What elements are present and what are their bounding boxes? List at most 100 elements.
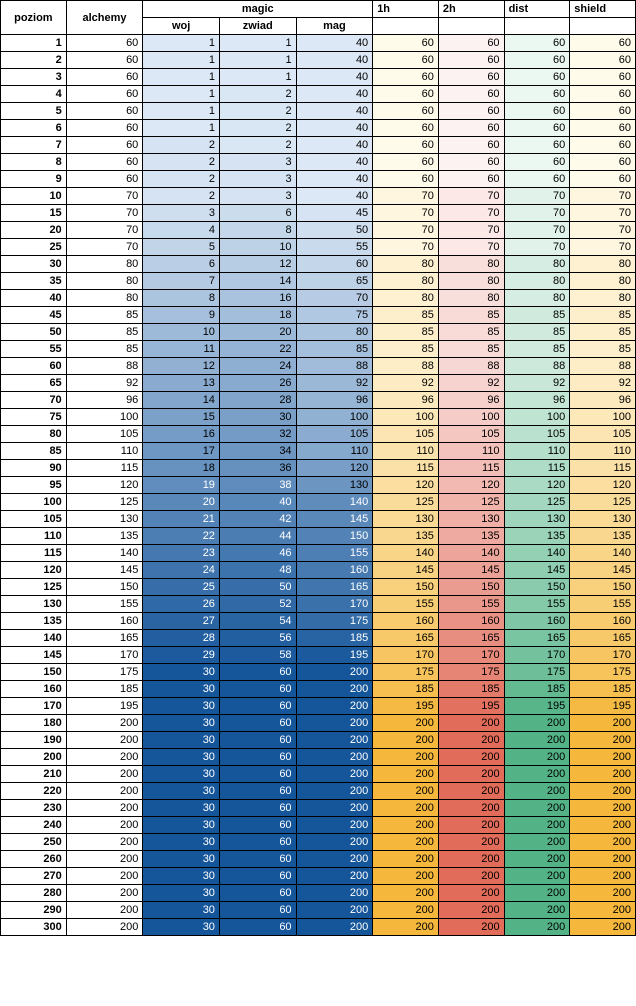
mag-cell: 200 — [296, 902, 373, 919]
shield-cell: 200 — [570, 732, 636, 749]
table-row: 2002003060200200200200200 — [1, 749, 636, 766]
h2-cell: 70 — [438, 205, 504, 222]
poziom-cell: 140 — [1, 630, 67, 647]
mag-cell: 200 — [296, 749, 373, 766]
alchemy-cell: 185 — [66, 681, 143, 698]
mag-cell: 120 — [296, 460, 373, 477]
h1-cell: 92 — [373, 375, 439, 392]
woj-cell: 30 — [143, 851, 220, 868]
h1-cell: 70 — [373, 205, 439, 222]
woj-cell: 30 — [143, 664, 220, 681]
mag-cell: 55 — [296, 239, 373, 256]
poziom-cell: 2 — [1, 52, 67, 69]
zwiad-cell: 28 — [219, 392, 296, 409]
table-row: 1201452448160145145145145 — [1, 562, 636, 579]
h2-cell: 200 — [438, 715, 504, 732]
table-row: 1501753060200175175175175 — [1, 664, 636, 681]
table-row: 960234060606060 — [1, 171, 636, 188]
dist-cell: 70 — [504, 188, 570, 205]
alchemy-cell: 96 — [66, 392, 143, 409]
h2-cell: 200 — [438, 732, 504, 749]
dist-cell: 160 — [504, 613, 570, 630]
h2-cell: 145 — [438, 562, 504, 579]
shield-cell: 85 — [570, 307, 636, 324]
mag-cell: 40 — [296, 154, 373, 171]
woj-cell: 17 — [143, 443, 220, 460]
h1-cell: 60 — [373, 35, 439, 52]
h2-cell: 200 — [438, 749, 504, 766]
table-row: 1070234070707070 — [1, 188, 636, 205]
woj-cell: 30 — [143, 698, 220, 715]
poziom-cell: 280 — [1, 885, 67, 902]
poziom-cell: 3 — [1, 69, 67, 86]
woj-cell: 30 — [143, 800, 220, 817]
table-row: 860234060606060 — [1, 154, 636, 171]
table-row: 35807146580808080 — [1, 273, 636, 290]
mag-cell: 96 — [296, 392, 373, 409]
shield-cell: 200 — [570, 834, 636, 851]
mag-cell: 175 — [296, 613, 373, 630]
alchemy-cell: 125 — [66, 494, 143, 511]
h2-cell: 200 — [438, 885, 504, 902]
woj-cell: 2 — [143, 188, 220, 205]
zwiad-cell: 10 — [219, 239, 296, 256]
woj-cell: 1 — [143, 103, 220, 120]
table-row: 2902003060200200200200200 — [1, 902, 636, 919]
woj-cell: 11 — [143, 341, 220, 358]
woj-cell: 29 — [143, 647, 220, 664]
shield-cell: 135 — [570, 528, 636, 545]
h1-cell: 200 — [373, 868, 439, 885]
zwiad-cell: 60 — [219, 885, 296, 902]
mag-cell: 200 — [296, 919, 373, 936]
shield-cell: 200 — [570, 851, 636, 868]
zwiad-cell: 1 — [219, 69, 296, 86]
alchemy-cell: 160 — [66, 613, 143, 630]
dist-cell: 200 — [504, 732, 570, 749]
dist-cell: 85 — [504, 324, 570, 341]
poziom-cell: 150 — [1, 664, 67, 681]
h1-cell: 110 — [373, 443, 439, 460]
zwiad-cell: 2 — [219, 120, 296, 137]
h1-cell: 200 — [373, 902, 439, 919]
h1-cell: 125 — [373, 494, 439, 511]
h1-cell: 165 — [373, 630, 439, 647]
mag-cell: 140 — [296, 494, 373, 511]
dist-cell: 185 — [504, 681, 570, 698]
header-alchemy: alchemy — [66, 1, 143, 35]
zwiad-cell: 60 — [219, 664, 296, 681]
mag-cell: 185 — [296, 630, 373, 647]
table-row: 25705105570707070 — [1, 239, 636, 256]
alchemy-cell: 60 — [66, 154, 143, 171]
h1-cell: 105 — [373, 426, 439, 443]
mag-cell: 200 — [296, 800, 373, 817]
mag-cell: 92 — [296, 375, 373, 392]
mag-cell: 200 — [296, 885, 373, 902]
woj-cell: 1 — [143, 69, 220, 86]
woj-cell: 30 — [143, 766, 220, 783]
alchemy-cell: 200 — [66, 868, 143, 885]
table-row: 2702003060200200200200200 — [1, 868, 636, 885]
zwiad-cell: 60 — [219, 834, 296, 851]
table-row: 3002003060200200200200200 — [1, 919, 636, 936]
poziom-cell: 250 — [1, 834, 67, 851]
h2-cell: 140 — [438, 545, 504, 562]
poziom-cell: 1 — [1, 35, 67, 52]
woj-cell: 26 — [143, 596, 220, 613]
table-row: 1251502550165150150150150 — [1, 579, 636, 596]
dist-cell: 70 — [504, 222, 570, 239]
table-row: 709614289696969696 — [1, 392, 636, 409]
shield-cell: 200 — [570, 715, 636, 732]
h2-cell: 70 — [438, 239, 504, 256]
h2-cell: 60 — [438, 69, 504, 86]
h2-cell: 92 — [438, 375, 504, 392]
h1-cell: 80 — [373, 273, 439, 290]
zwiad-cell: 56 — [219, 630, 296, 647]
h1-cell: 80 — [373, 290, 439, 307]
h1-cell: 85 — [373, 307, 439, 324]
poziom-cell: 95 — [1, 477, 67, 494]
header-woj: woj — [143, 18, 220, 35]
h2-cell: 60 — [438, 35, 504, 52]
h2-cell: 130 — [438, 511, 504, 528]
h1-cell: 60 — [373, 86, 439, 103]
zwiad-cell: 2 — [219, 137, 296, 154]
